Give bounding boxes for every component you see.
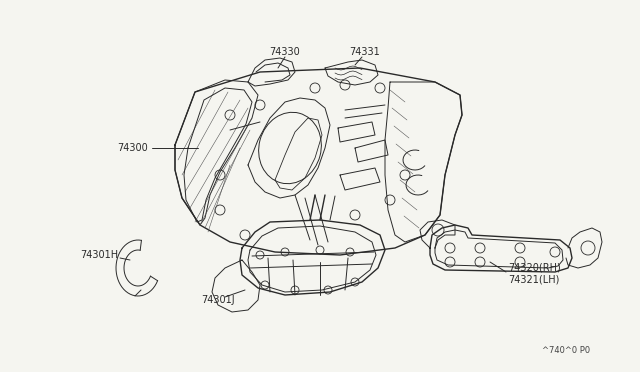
Text: 74300: 74300 <box>117 143 148 153</box>
Text: 74320(RH): 74320(RH) <box>508 263 561 273</box>
Text: ^740^0 P0: ^740^0 P0 <box>542 346 590 355</box>
Text: 74321(LH): 74321(LH) <box>508 275 559 285</box>
Text: 74331: 74331 <box>349 47 380 57</box>
Text: 74301J: 74301J <box>201 295 235 305</box>
Text: 74301H: 74301H <box>80 250 118 260</box>
Text: 74330: 74330 <box>269 47 300 57</box>
